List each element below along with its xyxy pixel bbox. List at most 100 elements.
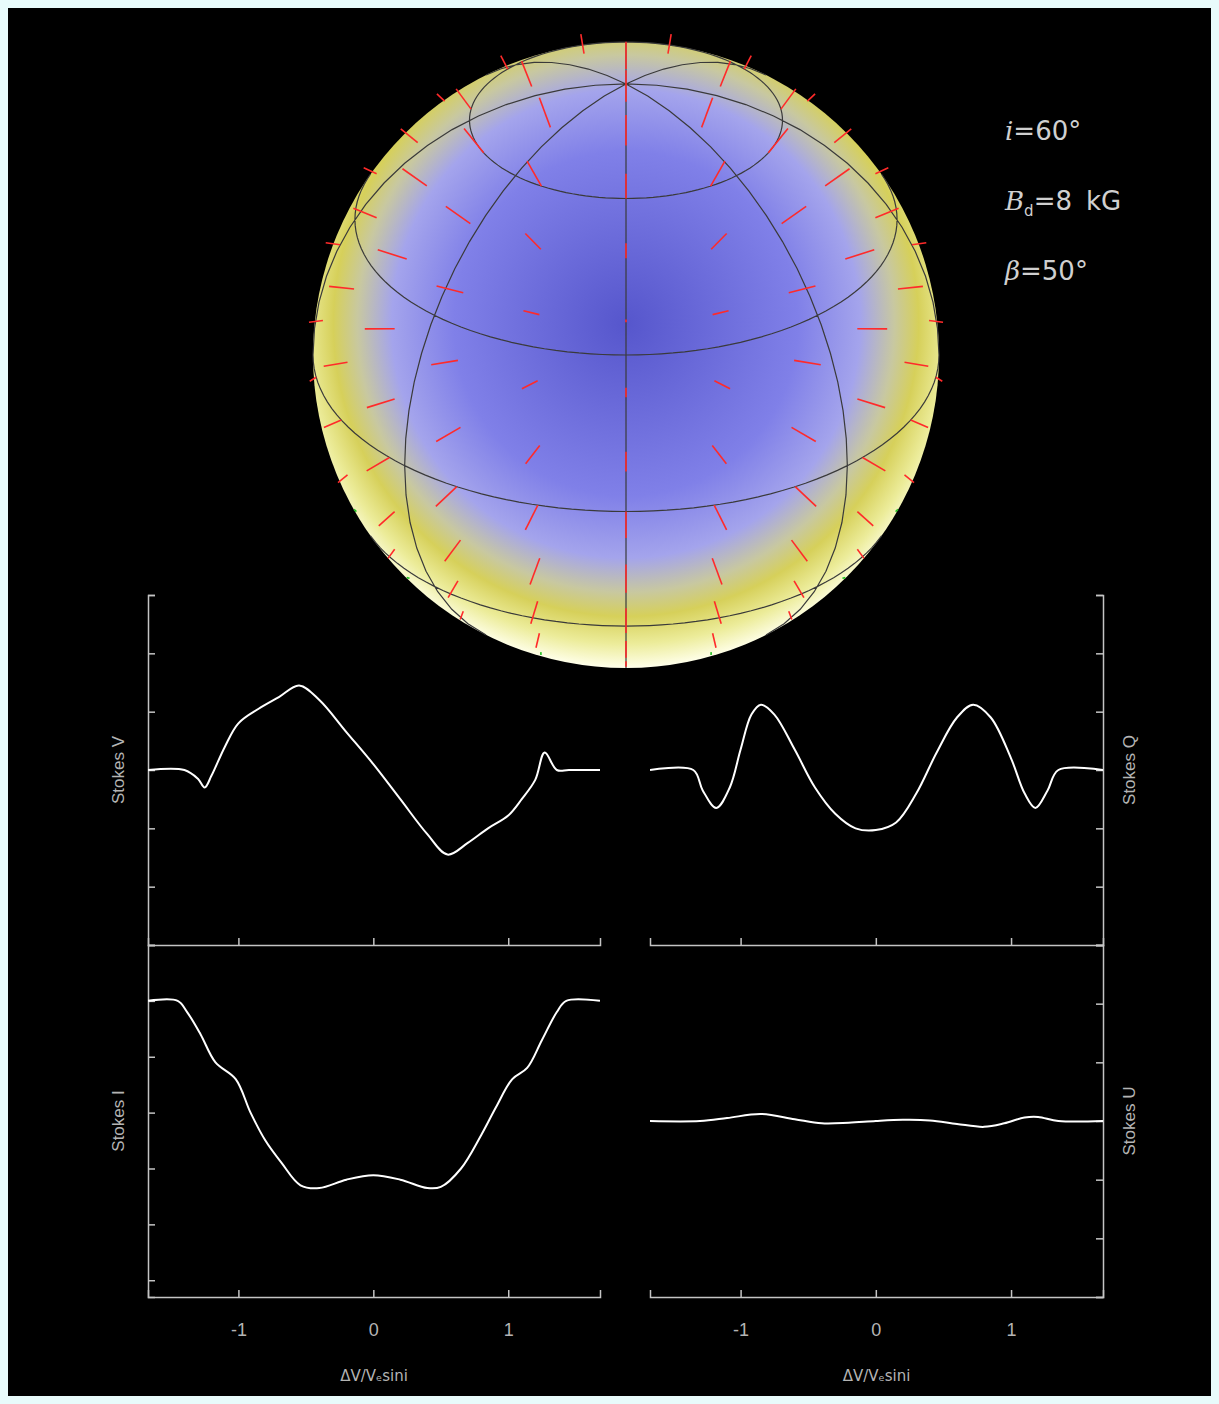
plot-area bbox=[650, 1114, 1103, 1127]
x-tick bbox=[741, 938, 742, 945]
parameter-value: 60 bbox=[1035, 116, 1068, 146]
field-vector bbox=[329, 286, 354, 289]
field-vector bbox=[464, 128, 484, 152]
field-vector bbox=[522, 61, 532, 86]
y-axis-title: Stokes V bbox=[109, 735, 128, 804]
y-tick-mark bbox=[1096, 1238, 1103, 1240]
x-tick-mark bbox=[876, 938, 878, 945]
field-vector bbox=[367, 399, 395, 408]
field-vector bbox=[896, 509, 898, 511]
y-tick bbox=[148, 1168, 155, 1169]
x-tick-label: 0 bbox=[871, 1320, 881, 1340]
y-tick-mark bbox=[148, 1056, 155, 1058]
field-vector bbox=[857, 328, 887, 330]
y-axis-line bbox=[149, 946, 156, 1298]
field-vector bbox=[530, 558, 540, 584]
field-vector bbox=[711, 233, 726, 249]
y-tick-mark bbox=[148, 711, 155, 713]
field-vector bbox=[857, 512, 873, 526]
field-vector bbox=[744, 56, 751, 69]
field-vector bbox=[310, 377, 316, 381]
field-vector bbox=[527, 161, 541, 186]
parameter-value: 50 bbox=[1042, 256, 1075, 286]
x-tick-label: 1 bbox=[1007, 1320, 1017, 1340]
field-vector bbox=[625, 319, 627, 322]
profile-line bbox=[650, 1114, 1103, 1127]
x-tick-label: 0 bbox=[369, 1320, 379, 1340]
field-vector bbox=[437, 286, 464, 293]
field-vector bbox=[354, 509, 356, 511]
field-vector bbox=[625, 115, 627, 146]
field-vector bbox=[353, 208, 376, 217]
x-tick-mark bbox=[1011, 1290, 1013, 1297]
field-vector bbox=[714, 601, 721, 624]
parameter-symbol: β bbox=[1004, 256, 1020, 286]
field-vector bbox=[911, 420, 928, 427]
field-vector bbox=[792, 540, 808, 561]
y-tick bbox=[1096, 712, 1103, 713]
field-vector bbox=[367, 457, 390, 470]
x-axis-title: ΔV/Vₑsini bbox=[340, 1367, 408, 1385]
field-vector bbox=[324, 362, 348, 366]
x-tick: -1 bbox=[231, 1290, 247, 1340]
field-vector bbox=[713, 311, 729, 315]
field-vector bbox=[309, 320, 323, 322]
y-tick-mark bbox=[1096, 711, 1103, 713]
y-axis-title: Stokes I bbox=[109, 1090, 128, 1151]
graticule bbox=[313, 42, 939, 668]
parameters: i=60°Bd=8kGβ=50° bbox=[1004, 116, 1121, 286]
x-tick-mark bbox=[238, 938, 240, 945]
field-vector bbox=[857, 399, 885, 408]
field-vector bbox=[460, 611, 463, 619]
panel: -101Stokes UΔV/Vₑsini bbox=[650, 946, 1139, 1386]
parameter-unit: kG bbox=[1086, 186, 1121, 216]
field-vector bbox=[402, 169, 426, 186]
x-tick: 1 bbox=[1007, 1290, 1017, 1340]
field-vector bbox=[431, 360, 458, 364]
field-vector bbox=[781, 89, 796, 109]
profile-line bbox=[148, 999, 600, 1188]
x-tick-mark bbox=[740, 938, 742, 945]
y-axis-title: Stokes Q bbox=[1120, 735, 1139, 805]
y-tick bbox=[1096, 828, 1103, 829]
parameter-unit: ° bbox=[1068, 116, 1081, 146]
y-axis-title: Stokes U bbox=[1120, 1087, 1139, 1156]
y-tick bbox=[1096, 887, 1103, 888]
field-vector bbox=[401, 129, 418, 143]
y-tick bbox=[1096, 1062, 1103, 1063]
x-axis-line bbox=[149, 1290, 601, 1298]
profile-line bbox=[148, 685, 600, 854]
profile-line bbox=[650, 705, 1103, 831]
x-axis-title: ΔV/Vₑsini bbox=[843, 1367, 911, 1385]
x-tick: 0 bbox=[369, 1290, 379, 1340]
field-vector bbox=[540, 652, 542, 655]
y-tick-mark bbox=[1096, 945, 1103, 947]
x-axis bbox=[149, 938, 601, 946]
star-sphere bbox=[309, 34, 943, 668]
field-vector bbox=[625, 174, 627, 199]
field-vectors bbox=[309, 34, 943, 667]
parameter: Bd=8kG bbox=[1004, 186, 1121, 220]
field-vector bbox=[448, 581, 458, 598]
y-tick-mark bbox=[1096, 1179, 1103, 1181]
field-vector bbox=[825, 169, 849, 186]
field-vector bbox=[625, 641, 627, 658]
field-vector bbox=[324, 420, 341, 427]
y-tick bbox=[1096, 653, 1103, 654]
parameter: β=50° bbox=[1004, 256, 1088, 286]
y-tick-mark bbox=[148, 886, 155, 888]
field-vector bbox=[712, 558, 722, 584]
field-vector bbox=[445, 540, 461, 561]
y-tick bbox=[148, 1057, 155, 1058]
y-tick-mark bbox=[148, 828, 155, 830]
field-vector bbox=[875, 168, 888, 174]
figure: Stokes VStokes Q-101Stokes IΔV/Vₑsini-10… bbox=[0, 0, 1219, 1404]
field-vector bbox=[711, 161, 725, 186]
field-vector bbox=[536, 633, 539, 647]
field-vector bbox=[904, 475, 913, 483]
y-tick bbox=[1096, 1297, 1103, 1298]
field-vector bbox=[625, 452, 627, 472]
field-vector bbox=[863, 457, 886, 470]
field-vector bbox=[625, 608, 627, 633]
stellar-disk bbox=[313, 42, 939, 668]
